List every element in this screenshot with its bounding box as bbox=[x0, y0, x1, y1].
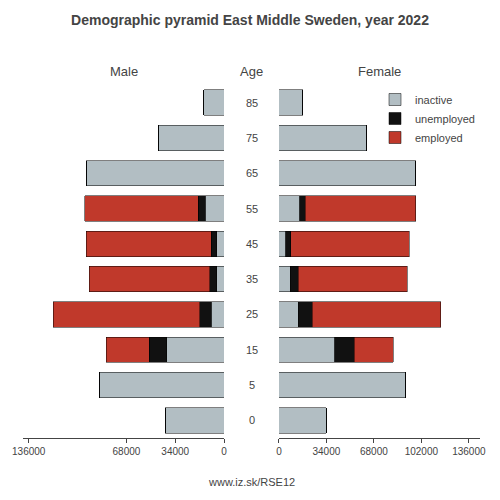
svg-text:0: 0 bbox=[249, 414, 255, 426]
svg-text:65: 65 bbox=[246, 167, 258, 179]
svg-text:employed: employed bbox=[415, 132, 463, 144]
svg-text:34000: 34000 bbox=[312, 446, 340, 457]
svg-text:75: 75 bbox=[246, 132, 258, 144]
svg-text:85: 85 bbox=[246, 97, 258, 109]
svg-text:www.iz.sk/RSE12: www.iz.sk/RSE12 bbox=[208, 476, 295, 488]
svg-text:15: 15 bbox=[246, 344, 258, 356]
svg-text:55: 55 bbox=[246, 203, 258, 215]
svg-text:25: 25 bbox=[246, 308, 258, 320]
svg-text:unemployed: unemployed bbox=[415, 113, 475, 125]
svg-text:102000: 102000 bbox=[405, 446, 439, 457]
svg-text:0: 0 bbox=[221, 446, 227, 457]
svg-text:Demographic pyramid East Middl: Demographic pyramid East Middle Sweden, … bbox=[71, 12, 429, 28]
svg-text:136000: 136000 bbox=[12, 446, 46, 457]
svg-text:Male: Male bbox=[110, 64, 138, 79]
svg-text:0: 0 bbox=[276, 446, 282, 457]
svg-text:5: 5 bbox=[249, 379, 255, 391]
svg-text:Female: Female bbox=[358, 64, 401, 79]
svg-text:34000: 34000 bbox=[161, 446, 189, 457]
svg-text:136000: 136000 bbox=[452, 446, 486, 457]
svg-text:inactive: inactive bbox=[415, 94, 452, 106]
svg-text:45: 45 bbox=[246, 238, 258, 250]
svg-text:35: 35 bbox=[246, 273, 258, 285]
svg-text:Age: Age bbox=[240, 64, 263, 79]
svg-text:68000: 68000 bbox=[113, 446, 141, 457]
svg-text:68000: 68000 bbox=[360, 446, 388, 457]
